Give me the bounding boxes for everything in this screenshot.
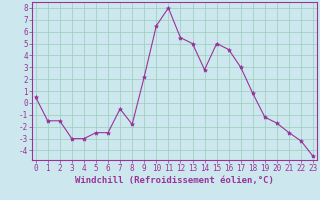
X-axis label: Windchill (Refroidissement éolien,°C): Windchill (Refroidissement éolien,°C): [75, 176, 274, 185]
